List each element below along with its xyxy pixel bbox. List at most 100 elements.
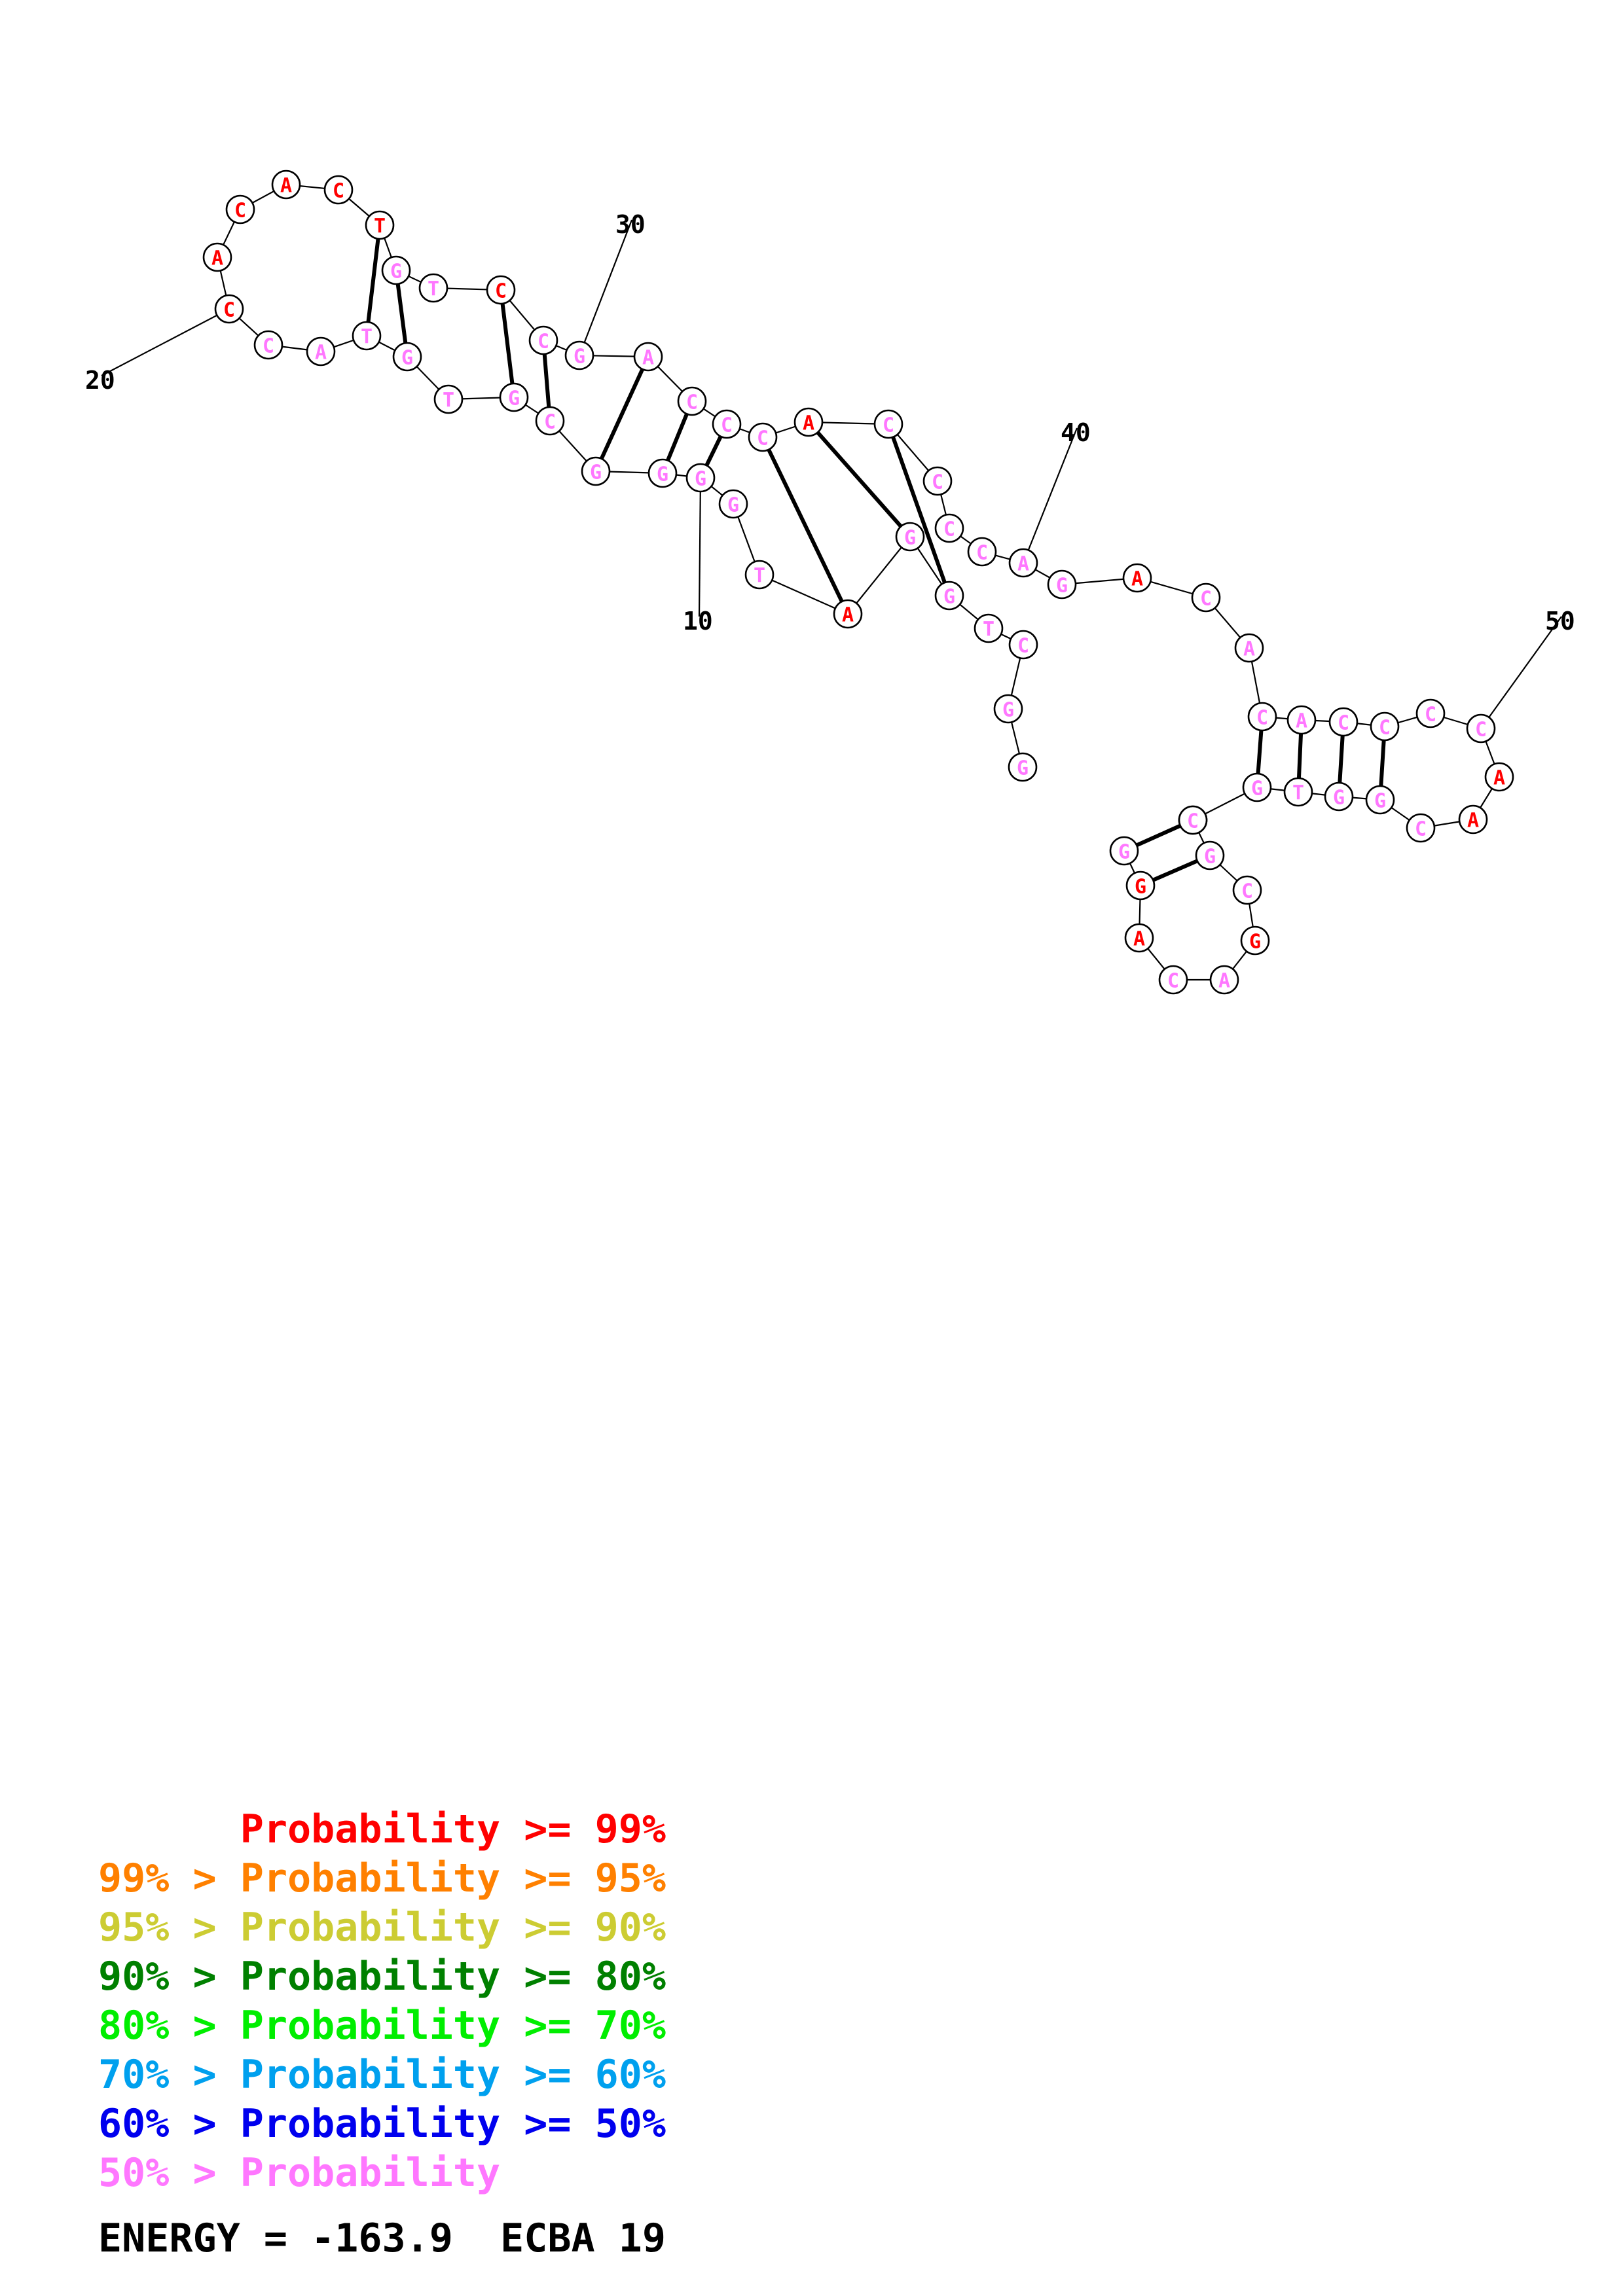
nucleotide-base-letter: A — [1243, 638, 1255, 661]
nucleotide-circle — [352, 321, 382, 351]
nucleotide-base-letter: C — [1187, 810, 1199, 833]
nucleotide-node: G — [381, 255, 411, 285]
nucleotide-circle — [922, 466, 953, 496]
nucleotide-node: C — [535, 406, 565, 436]
energy-label: ENERGY = — [98, 2215, 287, 2261]
nucleotide-circle — [793, 407, 824, 437]
nucleotide-base-letter: A — [1467, 810, 1479, 833]
nucleotide-base-letter: G — [574, 346, 585, 368]
nucleotide-circle — [1125, 870, 1156, 901]
nucleotide-node: T — [365, 210, 395, 240]
backbone-bonds — [216, 183, 1501, 981]
nucleotide-node: G — [647, 458, 678, 488]
nucleotide-base-letter: C — [263, 335, 274, 358]
nucleotide-circle — [392, 342, 422, 372]
nucleotide-circle — [934, 513, 964, 543]
nucleotide-circle — [1466, 713, 1496, 744]
nucleotide-base-letter: T — [374, 215, 386, 238]
nucleotide-circle — [934, 581, 964, 611]
nucleotide-base-letter: C — [883, 414, 894, 437]
nucleotide-node: C — [748, 422, 778, 452]
nucleotide-base-letter: T — [1292, 782, 1304, 805]
nucleotide-circle — [1232, 875, 1262, 905]
nucleotide-node: C — [873, 409, 903, 439]
nucleotide-node: C — [1008, 630, 1038, 660]
nucleotide-base-letter: G — [1056, 575, 1068, 598]
nucleotide-node: G — [1240, 925, 1270, 956]
nucleotide-node: C — [323, 175, 354, 205]
nucleotide-base-letter: A — [280, 175, 292, 198]
nucleotide-base-letter: A — [1296, 710, 1307, 733]
nucleotide-node: C — [225, 194, 255, 224]
nucleotide-base-letter: G — [1204, 846, 1216, 869]
nucleotide-circle — [1283, 777, 1313, 807]
nucleotide-base-letter: G — [904, 527, 916, 550]
nucleotide-circle — [1240, 925, 1270, 956]
nucleotide-base-letter: G — [590, 461, 602, 484]
nucleotide-node: C — [934, 513, 964, 543]
nucleotide-circle — [365, 210, 395, 240]
nucleotide-node: A — [1008, 548, 1038, 578]
nucleotide-base-letter: C — [721, 414, 733, 437]
nucleotide-circle — [677, 386, 707, 416]
legend-line: 60% > Probability >= 50% — [98, 2101, 666, 2147]
nucleotide-node: C — [1232, 875, 1262, 905]
nucleotide-base-letter: C — [333, 180, 344, 203]
position-label: 10 — [683, 607, 713, 636]
nucleotide-node: T — [974, 613, 1004, 643]
nucleotide-base-letter: C — [1379, 717, 1391, 740]
nucleotide-node: A — [1458, 804, 1488, 834]
base-pair-bond — [499, 289, 516, 398]
nucleotide-node: T — [744, 560, 775, 590]
nucleotide-base-letter: G — [1374, 790, 1386, 813]
legend-line: 80% > Probability >= 70% — [98, 2003, 666, 2049]
nucleotide-base-letter: G — [1333, 787, 1345, 810]
nucleotide-circle — [202, 242, 232, 272]
nucleotide-circle — [306, 336, 336, 367]
nucleotide-node: T — [352, 321, 382, 351]
nucleotide-circle — [974, 613, 1004, 643]
nucleotide-base-letter: A — [642, 347, 654, 370]
position-leader-line — [1022, 427, 1078, 564]
position-labels: 10 20 30 40 50 — [85, 210, 1575, 636]
nucleotide-circle — [1247, 702, 1277, 732]
nucleotide-base-letter: G — [727, 494, 739, 517]
nucleotide-base-letter: G — [1002, 699, 1014, 722]
nucleotide-circle — [1047, 569, 1077, 600]
nucleotide-node: A — [1234, 633, 1264, 663]
position-leader-line — [698, 477, 702, 617]
nucleotide-node: A — [1209, 965, 1239, 995]
nucleotide-circle — [633, 342, 663, 372]
nucleotide-base-letter: A — [315, 342, 327, 365]
nucleotide-node: T — [433, 384, 464, 414]
nucleotide-base-letter: C — [686, 391, 698, 414]
nucleotide-node: G — [895, 522, 925, 552]
nucleotide-circle — [685, 463, 716, 493]
nucleotide-circle — [1484, 762, 1514, 792]
nucleotide-node: C — [1247, 702, 1277, 732]
nucleotide-node: A — [202, 242, 232, 272]
nucleotide-circle — [433, 384, 464, 414]
nucleotide-node: G — [1008, 752, 1038, 782]
base-pair-bonds — [365, 224, 1387, 888]
nucleotide-base-letter: C — [495, 280, 507, 303]
nucleotide-circle — [486, 275, 516, 305]
nucleotide-circle — [1008, 630, 1038, 660]
nucleotide-base-letter: A — [211, 247, 223, 270]
nucleotide-base-letter: A — [1131, 568, 1143, 591]
nucleotide-circle — [1328, 707, 1359, 737]
nucleotide-circle — [833, 599, 863, 629]
nucleotide-node: C — [486, 275, 516, 305]
nucleotide-circle — [214, 294, 244, 324]
nucleotide-node: C — [1406, 813, 1436, 843]
nucleotide-base-letter: T — [754, 565, 765, 588]
nucleotide-circle — [647, 458, 678, 488]
nucleotide-circle — [895, 522, 925, 552]
nucleotide-base-letter: G — [1249, 931, 1261, 954]
nucleotide-circle — [581, 456, 611, 486]
nucleotide-node: G — [685, 463, 716, 493]
backbone-bond — [759, 573, 848, 615]
nucleotide-node: G — [392, 342, 422, 372]
backbone-bond — [847, 536, 911, 615]
nucleotide-base-letter: T — [983, 619, 994, 641]
